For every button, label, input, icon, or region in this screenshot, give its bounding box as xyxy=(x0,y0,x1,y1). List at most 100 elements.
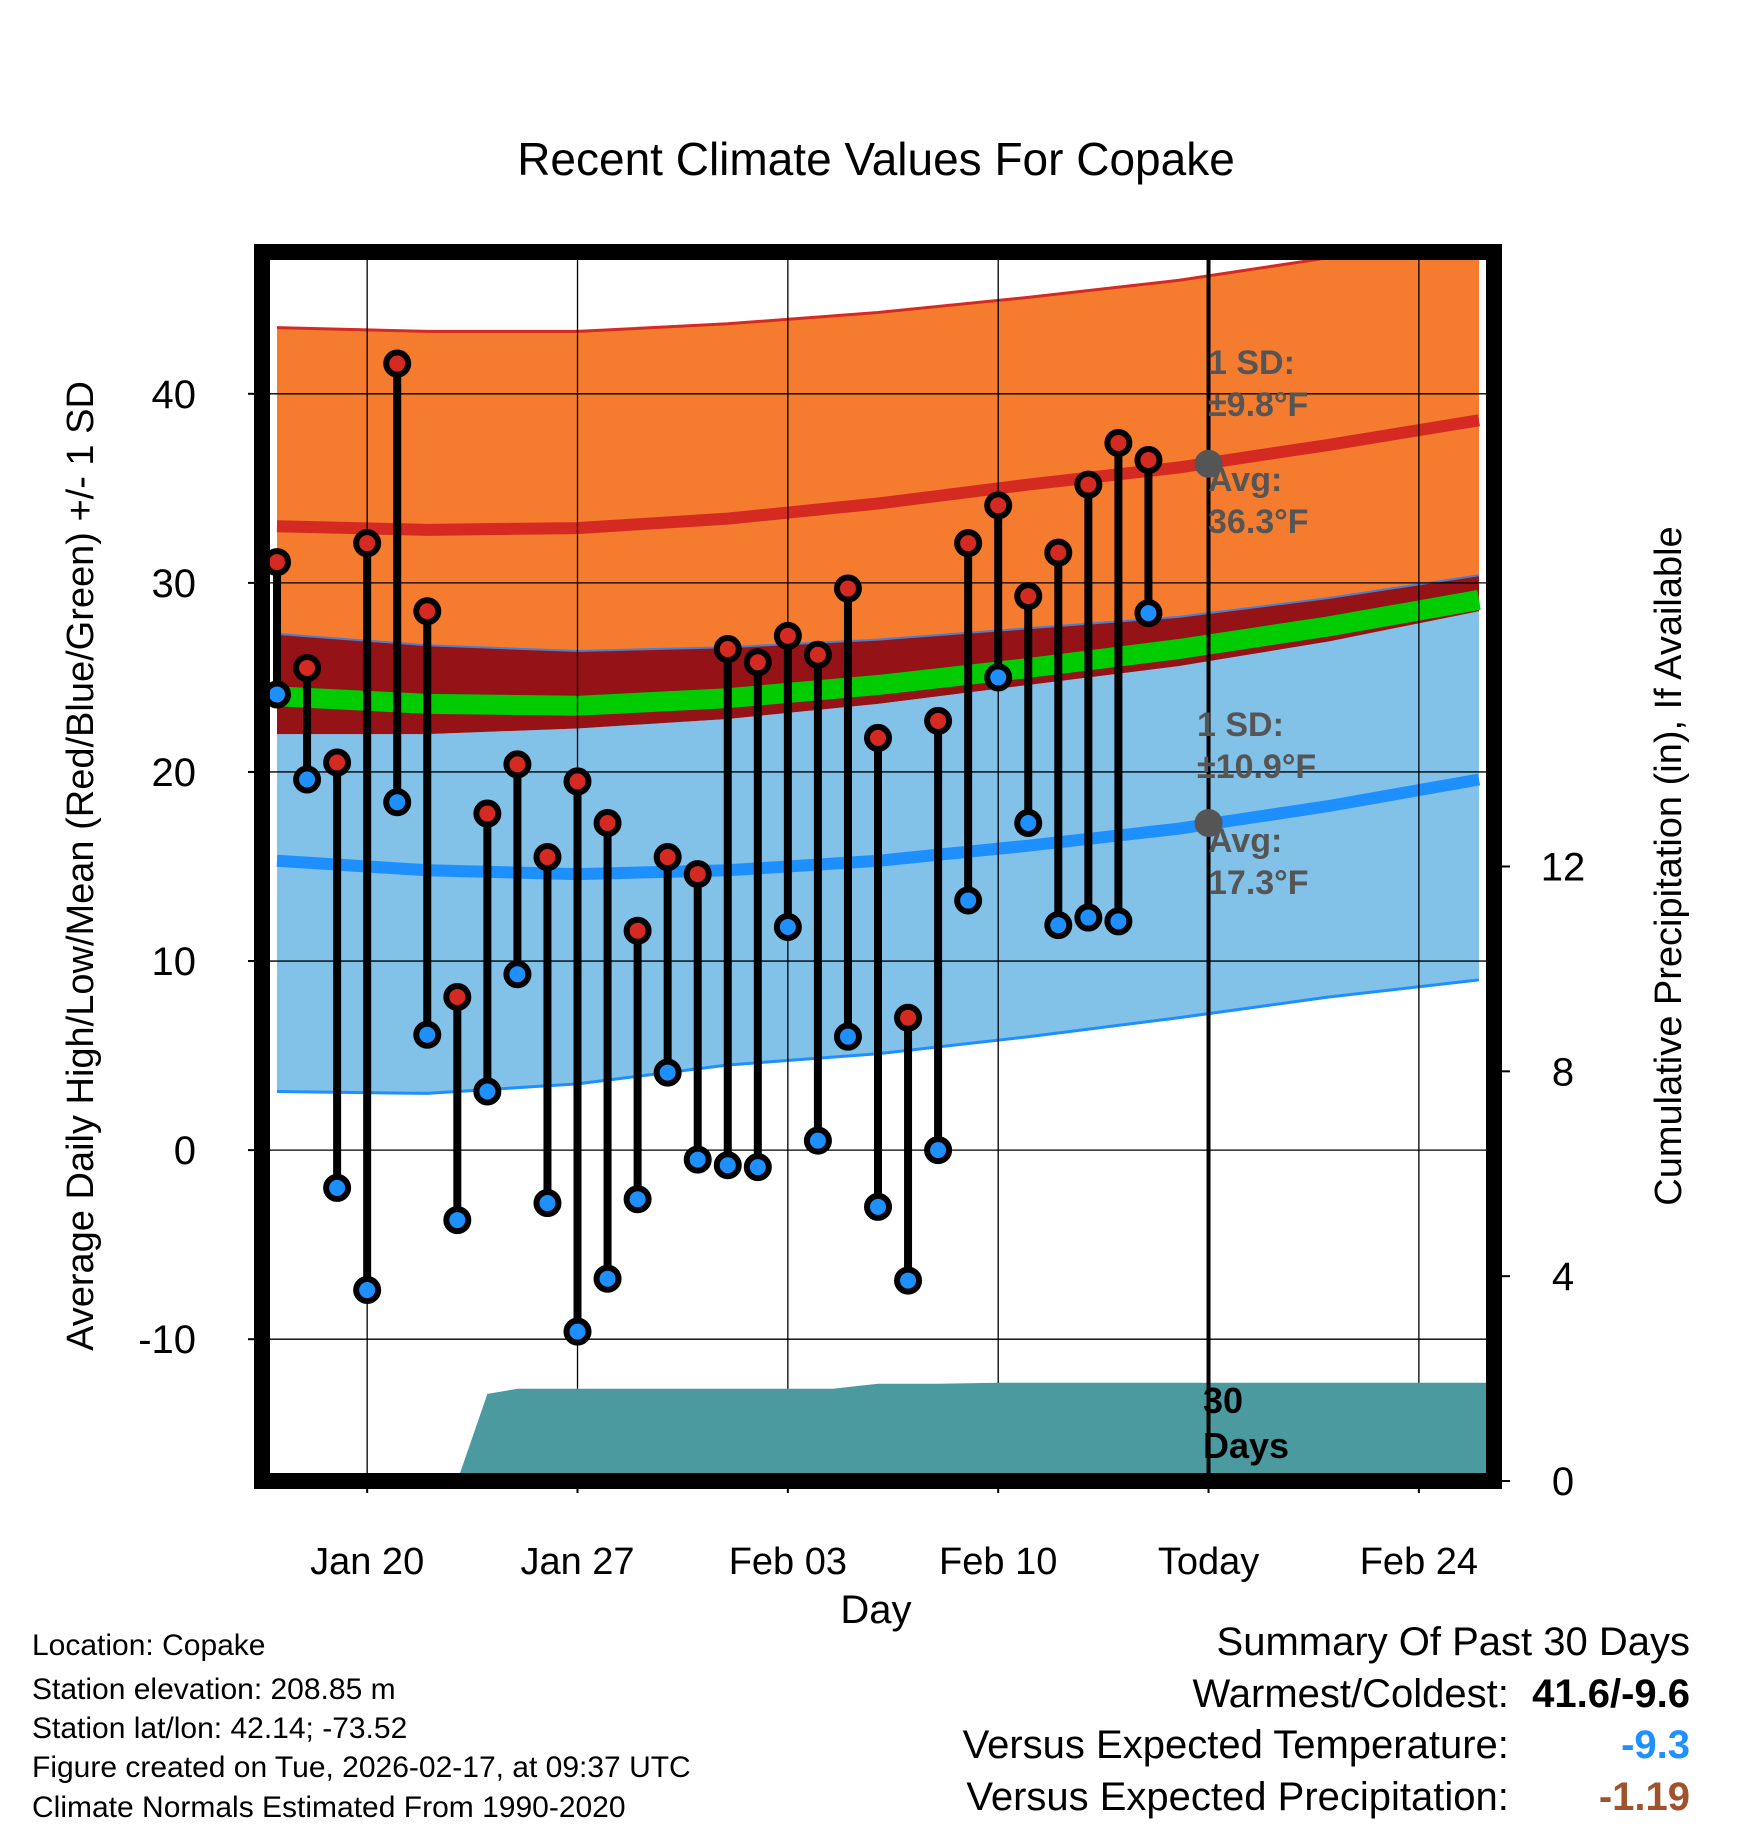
high-lower-edge xyxy=(276,574,1480,653)
low-marker xyxy=(293,765,322,794)
x-tick-label: Jan 20 xyxy=(310,1541,424,1583)
high-marker xyxy=(293,653,322,682)
high-sd-label: 1 SD: xyxy=(1208,344,1295,382)
high-marker xyxy=(443,982,472,1011)
low-marker xyxy=(533,1189,562,1218)
low-marker xyxy=(954,886,983,915)
y2-tick-label: 0 xyxy=(1552,1460,1574,1504)
high-marker xyxy=(1104,428,1133,457)
days-unit-label: Days xyxy=(1203,1425,1289,1466)
low-marker xyxy=(803,1126,832,1155)
x-tick-label: Feb 03 xyxy=(729,1541,847,1583)
x-tick-label: Feb 24 xyxy=(1360,1541,1478,1583)
y-axis-ticks: -10 0 10 20 30 40 xyxy=(138,298,262,1435)
x-tick-label: Feb 10 xyxy=(939,1541,1057,1583)
high-marker xyxy=(924,706,953,735)
low-marker xyxy=(623,1185,652,1214)
low-marker xyxy=(473,1077,502,1106)
high-marker xyxy=(593,809,622,838)
precip-area xyxy=(277,1382,1494,1481)
chart-title: Recent Climate Values For Copake xyxy=(517,133,1235,185)
high-marker xyxy=(864,723,892,752)
high-marker xyxy=(683,860,712,889)
info-location: Location: Copake xyxy=(32,1629,266,1662)
high-marker xyxy=(383,349,412,378)
high-marker xyxy=(533,843,562,872)
daily-markers xyxy=(263,349,1163,1346)
high-marker xyxy=(1014,582,1043,611)
high-marker xyxy=(323,748,352,777)
summary-precip-value: -1.19 xyxy=(1598,1775,1690,1819)
y2-axis-ticks: 0 4 8 12 xyxy=(1494,846,1586,1504)
summary-warmest-row: Warmest/Coldest: 41.6/-9.6 xyxy=(1193,1672,1691,1717)
normal-annotations: 1 SD: ±9.8°F Avg: 36.3°F 1 SD: ±10.9°F Avg: 17.… xyxy=(1194,344,1316,1466)
y2-tick-label: 8 xyxy=(1552,1050,1574,1094)
high-marker xyxy=(623,916,652,945)
low-marker xyxy=(443,1206,472,1235)
high-marker xyxy=(473,799,502,828)
high-marker xyxy=(984,491,1013,520)
low-marker xyxy=(864,1192,892,1221)
x-axis-label: Day xyxy=(840,1588,911,1632)
info-latlon: Station lat/lon: 42.14; -73.52 xyxy=(32,1712,408,1745)
low-marker xyxy=(653,1058,682,1087)
high-marker xyxy=(353,529,382,558)
high-avg-line xyxy=(276,414,1480,536)
high-avg-label: Avg: xyxy=(1208,461,1282,499)
high-marker xyxy=(773,621,802,650)
summary-precip-label: Versus Expected Precipitation: xyxy=(966,1775,1509,1819)
low-marker xyxy=(1074,903,1103,932)
info-elevation: Station elevation: 208.85 m xyxy=(32,1673,396,1706)
y2-axis-label: Cumulative Precipitation (in), If Availa… xyxy=(1648,526,1690,1205)
low-marker xyxy=(413,1020,442,1049)
low-marker xyxy=(353,1276,382,1305)
info-created: Figure created on Tue, 2026-02-17, at 09… xyxy=(32,1751,691,1784)
y-axis-label: Average Daily High/Low/Mean (Red/Blue/Gr… xyxy=(60,381,102,1351)
summary-temp-row: Versus Expected Temperature: -9.3 xyxy=(963,1723,1690,1768)
x-axis-ticks: Jan 20 Jan 27 Feb 03 Feb 10 Today Feb 24 xyxy=(310,1481,1478,1583)
mean-avg-line xyxy=(276,590,1481,716)
high-marker xyxy=(954,529,983,558)
low-marker xyxy=(563,1317,592,1346)
low-avg-dot xyxy=(1194,809,1223,838)
summary-warmest-label: Warmest/Coldest: xyxy=(1192,1672,1509,1716)
y-tick-label: -10 xyxy=(138,1318,196,1362)
high-avg-value: 36.3°F xyxy=(1208,503,1309,541)
summary-temp-label: Versus Expected Temperature: xyxy=(962,1723,1509,1767)
high-marker xyxy=(743,648,772,677)
low-avg-label: Avg: xyxy=(1208,822,1282,860)
high-marker xyxy=(833,574,862,603)
low-marker xyxy=(1044,911,1073,940)
x-tick-label: Today xyxy=(1158,1541,1259,1583)
high-marker xyxy=(413,597,442,626)
low-marker xyxy=(773,913,802,942)
high-sd-band xyxy=(277,252,1479,651)
high-marker xyxy=(563,767,592,796)
high-sd-value: ±9.8°F xyxy=(1208,386,1308,424)
y-tick-label: 40 xyxy=(152,373,197,417)
high-upper-edge xyxy=(276,252,1370,333)
low-marker xyxy=(383,788,412,817)
y-tick-label: 20 xyxy=(152,751,197,795)
low-marker xyxy=(503,960,532,989)
low-marker xyxy=(713,1151,742,1180)
low-marker xyxy=(743,1153,772,1182)
low-marker xyxy=(984,663,1013,692)
high-avg-dot xyxy=(1194,449,1223,478)
high-marker xyxy=(503,750,532,779)
days-count-label: 30 xyxy=(1203,1380,1243,1421)
info-normals: Climate Normals Estimated From 1990-2020 xyxy=(32,1791,626,1824)
precipitation-area xyxy=(277,1382,1494,1481)
low-marker xyxy=(323,1173,352,1202)
y2-tick-label: 12 xyxy=(1541,846,1586,890)
summary-temp-value: -9.3 xyxy=(1621,1723,1690,1767)
high-marker xyxy=(1074,470,1103,499)
summary-title: Summary Of Past 30 Days xyxy=(1216,1620,1690,1664)
low-sd-value: ±10.9°F xyxy=(1197,748,1316,786)
low-marker xyxy=(1104,907,1133,936)
x-tick-label: Jan 27 xyxy=(520,1541,634,1583)
high-marker xyxy=(1134,445,1163,474)
low-marker xyxy=(833,1022,862,1051)
y-tick-label: 0 xyxy=(174,1129,196,1173)
